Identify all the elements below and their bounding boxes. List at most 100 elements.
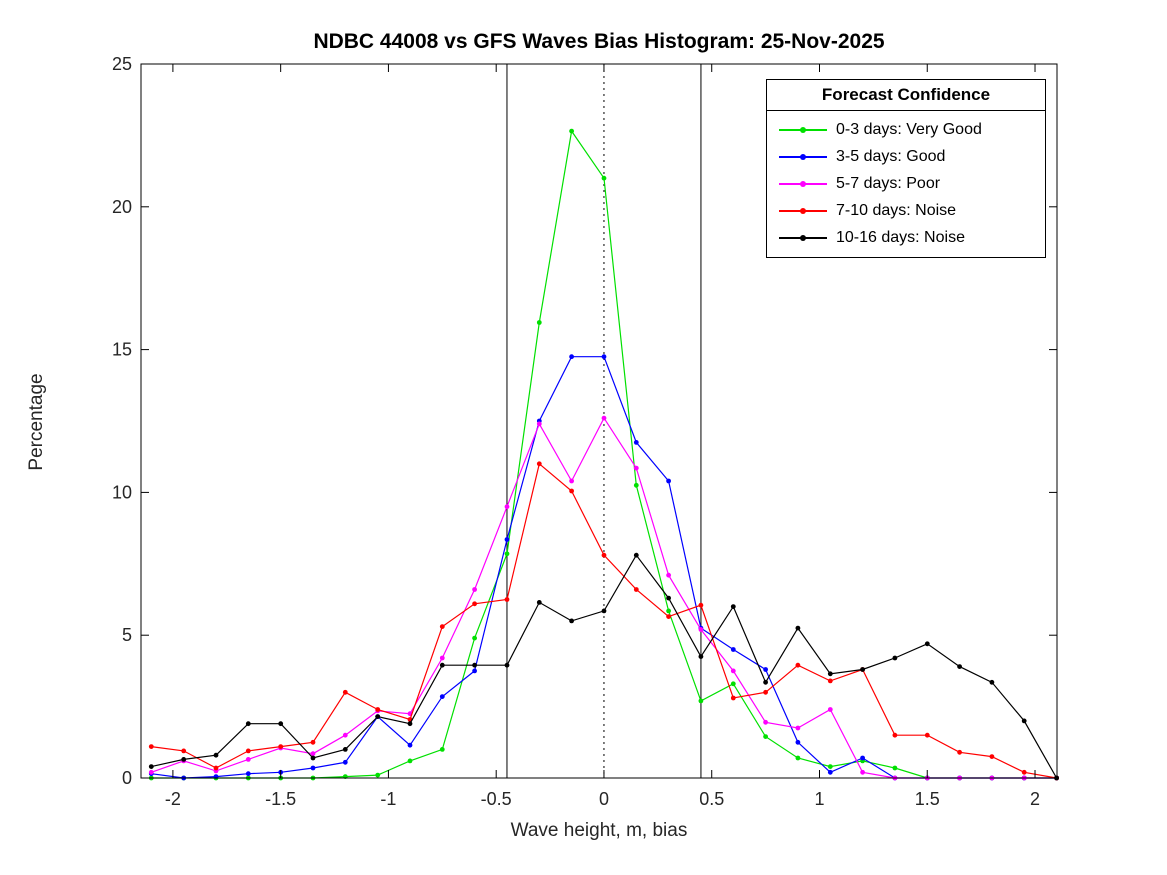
series-marker-4 [730,604,736,609]
series-marker-4 [407,721,413,727]
series-marker-1 [601,354,607,360]
series-marker-2 [601,415,607,421]
series-marker-0 [375,772,381,778]
series-marker-4 [957,664,962,669]
legend-marker-dot [800,153,806,160]
series-marker-3 [278,744,284,749]
y-tick-label: 0 [122,768,132,788]
series-marker-4 [310,755,316,761]
series-marker-2 [148,769,154,775]
series-marker-4 [892,655,898,661]
series-marker-3 [472,601,477,607]
series-marker-1 [827,769,833,775]
series-marker-1 [633,440,639,445]
series-marker-4 [763,679,768,685]
series-marker-4 [633,552,639,558]
legend-label: 0-3 days: Very Good [836,120,982,138]
series-marker-3 [698,602,704,608]
series-marker-2 [860,769,865,775]
series-marker-4 [601,608,607,614]
series-marker-3 [245,748,251,754]
y-tick-label: 10 [112,482,132,502]
series-marker-4 [666,595,671,601]
series-marker-0 [633,482,639,488]
series-marker-4 [245,721,251,727]
x-tick-label: 0 [599,789,609,809]
series-marker-0 [730,681,736,687]
x-axis-label: Wave height, m, bias [510,820,688,841]
x-tick-label: -2 [165,789,181,809]
series-marker-0 [795,755,801,761]
series-marker-4 [989,679,995,685]
legend-marker-dot [800,207,806,214]
series-marker-0 [892,765,898,771]
series-marker-0 [698,698,704,704]
series-marker-0 [472,635,477,641]
series-marker-4 [375,714,381,719]
legend-row-0: 0-3 days: Very Good [767,116,1045,143]
series-marker-2 [633,465,639,471]
series-marker-0 [536,320,542,325]
legend: Forecast Confidence 0-3 days: Very Good 3… [766,79,1046,258]
series-marker-2 [666,572,671,578]
series-marker-2 [245,757,251,762]
series-marker-3 [439,624,445,629]
series-marker-2 [730,668,736,674]
series-marker-4 [472,662,477,668]
series-marker-0 [827,764,833,769]
x-tick-label: 1 [814,789,824,809]
legend-line-sample [779,180,827,187]
series-marker-2 [504,504,510,510]
series-marker-4 [698,654,704,659]
series-marker-0 [763,734,768,739]
series-marker-3 [892,732,898,738]
legend-line-sample [779,234,827,241]
series-marker-4 [504,662,510,668]
series-marker-3 [375,707,381,712]
series-marker-2 [310,751,316,757]
series-marker-3 [569,488,574,494]
series-marker-1 [730,647,736,652]
series-marker-4 [1021,718,1027,724]
legend-row-3: 7-10 days: Noise [767,197,1045,224]
series-marker-4 [795,625,801,631]
series-marker-3 [536,461,542,467]
series-marker-3 [763,689,768,695]
legend-marker-dot [800,126,806,133]
series-marker-2 [569,478,574,484]
series-marker-4 [536,600,542,605]
series-marker-3 [795,662,801,668]
axes-box [140,63,1058,779]
series-marker-1 [439,694,445,699]
series-line-4 [151,554,1058,779]
series-marker-4 [181,757,187,762]
chart-title: NDBC 44008 vs GFS Waves Bias Histogram: … [313,30,885,53]
series-marker-3 [148,744,154,749]
legend-marker-dot [800,180,806,187]
series-marker-3 [310,739,316,745]
series-marker-3 [213,765,219,771]
series-marker-4 [439,662,445,668]
x-tick-label: 2 [1030,789,1040,809]
series-marker-2 [536,421,542,427]
series-marker-1 [472,668,477,674]
legend-label: 7-10 days: Noise [836,201,957,219]
x-tick-label: -1.5 [265,789,296,809]
series-marker-4 [342,747,348,752]
legend-line-sample [779,207,827,214]
series-marker-4 [860,667,865,672]
series-marker-1 [245,771,251,777]
series-marker-4 [569,618,574,624]
y-tick-label: 25 [112,54,132,74]
y-tick-label: 20 [112,197,132,217]
series-marker-1 [569,354,574,360]
series-marker-3 [504,597,510,602]
legend-line-sample [779,126,827,133]
series-marker-3 [730,695,736,701]
series-marker-0 [666,608,671,614]
series-marker-0 [407,758,413,764]
x-tick-label: -0.5 [481,789,512,809]
legend-items: 0-3 days: Very Good 3-5 days: Good 5-7 day… [767,111,1045,257]
